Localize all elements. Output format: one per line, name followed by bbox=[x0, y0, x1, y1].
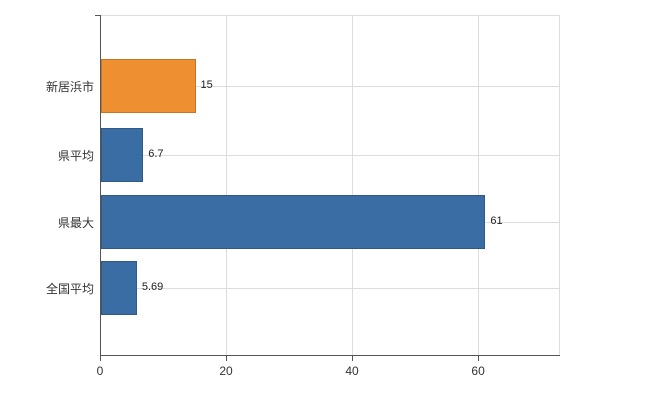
value-label: 6.7 bbox=[148, 148, 164, 160]
x-tick-label: 20 bbox=[219, 364, 233, 378]
value-label: 61 bbox=[490, 215, 503, 227]
x-tick-mark bbox=[352, 356, 354, 361]
category-label: 全国平均 bbox=[45, 282, 94, 296]
v-gridline-right-edge bbox=[559, 15, 560, 355]
x-tick-mark bbox=[478, 356, 480, 361]
bar bbox=[101, 59, 196, 113]
v-gridline bbox=[478, 15, 480, 355]
bar bbox=[101, 195, 486, 249]
x-tick-label: 40 bbox=[345, 364, 359, 378]
category-label: 県最大 bbox=[57, 216, 94, 230]
category-label: 新居浜市 bbox=[45, 80, 94, 94]
x-axis-line bbox=[100, 355, 560, 356]
plot-top-gridline bbox=[100, 15, 560, 16]
x-tick-mark bbox=[100, 356, 101, 361]
h-gridline bbox=[100, 288, 560, 289]
x-tick-label: 0 bbox=[96, 364, 104, 378]
category-label: 県平均 bbox=[57, 149, 94, 163]
y-axis-top-tick bbox=[95, 15, 100, 16]
bar bbox=[101, 261, 137, 315]
value-label: 15 bbox=[200, 79, 213, 91]
bar bbox=[101, 128, 144, 182]
y-axis-line bbox=[100, 15, 101, 355]
v-gridline bbox=[352, 15, 354, 355]
x-tick-label: 60 bbox=[471, 364, 485, 378]
h-gridline bbox=[100, 155, 560, 156]
x-tick-mark bbox=[226, 356, 228, 361]
h-gridline bbox=[100, 86, 560, 87]
value-label: 5.69 bbox=[141, 281, 164, 293]
v-gridline bbox=[226, 15, 228, 355]
